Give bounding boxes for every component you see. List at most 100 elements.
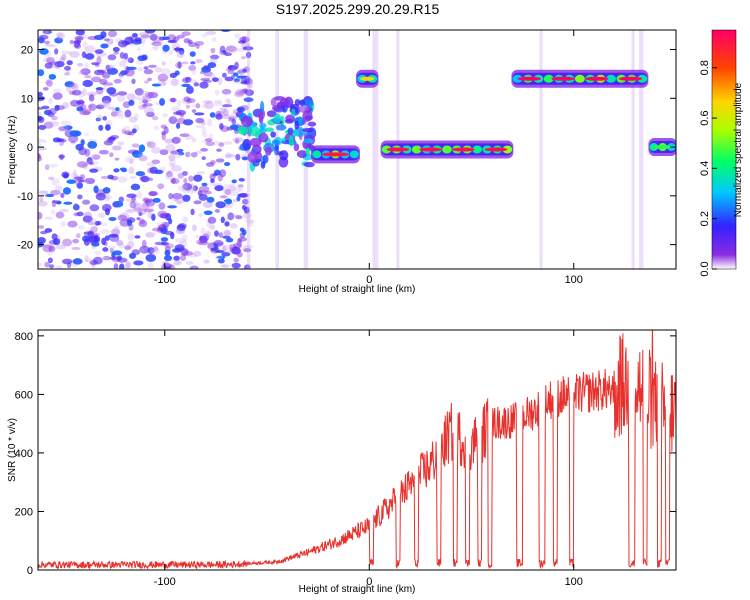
transition-blob — [287, 127, 294, 135]
noise-blob — [190, 151, 198, 158]
noise-blob — [171, 136, 181, 144]
noise-blob — [243, 66, 250, 73]
noise-blob — [56, 244, 66, 250]
noise-blob — [198, 185, 210, 193]
noise-blob — [126, 217, 136, 224]
noise-blob — [237, 68, 246, 75]
noise-blob — [225, 154, 236, 158]
noise-blob — [63, 124, 69, 132]
noise-blob — [224, 152, 232, 159]
noise-blob — [38, 106, 44, 111]
noise-blob — [177, 172, 185, 179]
noise-blob — [121, 128, 127, 134]
feature-3-cell — [411, 145, 422, 154]
transition-blob — [247, 151, 258, 163]
noise-blob — [219, 50, 229, 56]
noise-blob — [168, 50, 174, 55]
transition-blob — [279, 150, 289, 161]
noise-blob — [87, 230, 95, 238]
noise-blob — [140, 34, 150, 39]
noise-blob — [238, 185, 244, 192]
transition-blob — [275, 124, 287, 131]
noise-blob — [207, 216, 217, 224]
colorbar-tick-label: 0.8 — [699, 60, 711, 75]
noise-blob — [222, 229, 232, 237]
noise-blob — [93, 250, 101, 255]
noise-blob — [90, 226, 98, 233]
noise-blob — [246, 51, 252, 59]
noise-blob — [160, 237, 169, 242]
noise-blob — [47, 257, 53, 264]
noise-blob — [233, 33, 241, 39]
noise-blob — [117, 176, 128, 183]
noise-blob — [84, 132, 90, 137]
transition-blob — [272, 104, 283, 112]
noise-blob — [165, 144, 176, 152]
noise-blob — [204, 138, 213, 142]
noise-blob — [118, 196, 124, 203]
noise-blob — [170, 165, 182, 172]
noise-blob — [179, 113, 185, 118]
noise-blob — [117, 91, 128, 96]
noise-blob — [231, 186, 242, 193]
noise-blob — [207, 62, 217, 69]
noise-blob — [175, 152, 183, 159]
noise-blob — [42, 244, 53, 253]
noise-blob — [131, 32, 138, 38]
noise-blob — [158, 223, 167, 232]
noise-blob — [39, 196, 44, 203]
transition-blob — [271, 139, 280, 146]
noise-blob — [53, 88, 63, 93]
noise-blob — [43, 40, 51, 45]
noise-blob — [213, 140, 221, 146]
noise-blob — [182, 182, 193, 191]
noise-blob — [69, 51, 80, 58]
noise-blob — [204, 101, 214, 110]
noise-blob — [117, 39, 128, 48]
noise-blob — [147, 262, 155, 269]
noise-blob — [237, 184, 244, 188]
noise-blob — [126, 209, 134, 213]
noise-blob — [48, 108, 57, 115]
noise-blob — [222, 49, 227, 54]
noise-blob — [128, 199, 138, 204]
noise-blob — [181, 31, 191, 36]
noise-blob — [103, 38, 110, 42]
noise-blob — [192, 185, 198, 192]
noise-blob — [88, 103, 97, 111]
noise-blob — [43, 30, 49, 37]
noise-blob — [141, 239, 147, 248]
noise-blob — [38, 236, 46, 244]
noise-blob — [191, 104, 201, 108]
noise-blob — [202, 100, 213, 104]
noise-blob — [142, 197, 149, 203]
noise-blob — [92, 256, 103, 265]
noise-blob — [176, 34, 186, 39]
noise-blob — [209, 225, 216, 231]
noise-blob — [191, 137, 197, 143]
noise-blob — [40, 230, 48, 235]
noise-blob — [236, 70, 244, 74]
noise-blob — [114, 157, 120, 161]
noise-blob — [148, 177, 154, 182]
noise-blob — [159, 149, 169, 156]
noise-blob — [238, 40, 246, 44]
noise-blob — [92, 154, 101, 160]
noise-blob — [168, 162, 176, 168]
noise-blob — [38, 154, 43, 162]
noise-blob — [231, 262, 241, 269]
noise-blob — [212, 173, 218, 177]
noise-blob — [201, 182, 208, 187]
noise-blob — [170, 97, 176, 103]
noise-blob — [191, 266, 197, 269]
noise-blob — [167, 205, 178, 209]
noise-blob — [226, 67, 232, 72]
noise-blob — [147, 210, 153, 219]
noise-blob — [69, 130, 80, 137]
noise-blob — [148, 191, 158, 197]
noise-blob — [70, 83, 77, 89]
noise-blob — [169, 97, 177, 103]
noise-blob — [45, 193, 55, 198]
snr-frame — [37, 329, 677, 571]
